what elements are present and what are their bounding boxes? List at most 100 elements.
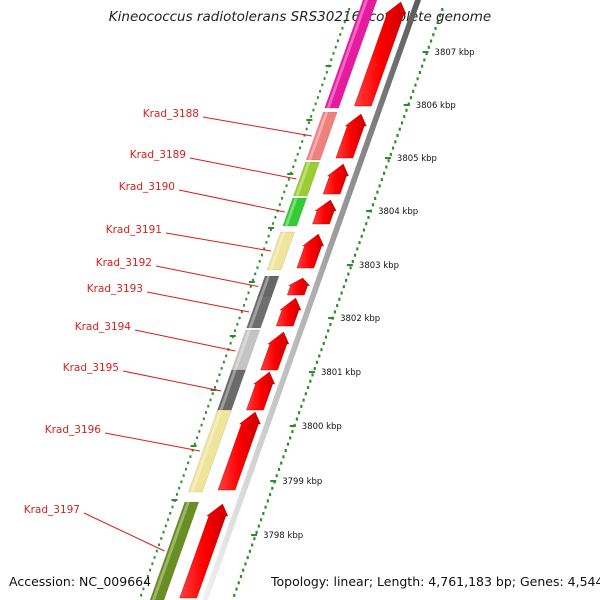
gene-block-highlight bbox=[269, 232, 286, 270]
tick-dot bbox=[304, 392, 307, 396]
tick-dot bbox=[421, 64, 424, 68]
gene-features bbox=[149, 0, 407, 600]
tick-dot bbox=[184, 467, 187, 471]
gene-block[interactable] bbox=[266, 231, 295, 271]
gene-arrow[interactable] bbox=[322, 163, 349, 195]
tick-dot bbox=[330, 58, 333, 61]
tick-dot bbox=[409, 96, 413, 100]
gene-block[interactable] bbox=[149, 501, 200, 600]
tick-dot bbox=[193, 442, 196, 446]
gene-label[interactable]: Krad_3196 bbox=[45, 424, 102, 436]
tick-dot bbox=[200, 423, 203, 427]
tick-dot bbox=[389, 152, 392, 156]
gene-block-highlight bbox=[326, 0, 368, 108]
gene-label[interactable]: Krad_3192 bbox=[96, 257, 152, 269]
gene-block[interactable] bbox=[246, 295, 273, 329]
tick-dot bbox=[178, 486, 181, 490]
tick-dot bbox=[396, 134, 399, 137]
tick-dot bbox=[336, 304, 339, 308]
gene-leader-line bbox=[155, 265, 259, 287]
gene-block-highlight bbox=[284, 198, 298, 226]
tick-dot bbox=[274, 215, 277, 219]
gene-leader-line bbox=[83, 512, 165, 552]
tick-dot bbox=[209, 398, 212, 402]
tick-dot bbox=[344, 278, 348, 282]
tick-label: 3807 kbp bbox=[435, 48, 475, 58]
tick-dot bbox=[340, 291, 343, 295]
gene-label[interactable]: Krad_3189 bbox=[130, 149, 186, 161]
tick-dot bbox=[251, 278, 254, 282]
gene-arrow[interactable] bbox=[246, 371, 275, 411]
gene-arrow[interactable] bbox=[275, 297, 302, 327]
tick-dot bbox=[334, 45, 337, 49]
tick-dot bbox=[412, 89, 415, 93]
gene-arrow[interactable] bbox=[354, 1, 407, 107]
gene-label[interactable]: Krad_3188 bbox=[143, 108, 199, 120]
gene-block[interactable] bbox=[230, 329, 261, 373]
tick-label: 3798 kbp bbox=[263, 531, 303, 541]
gene-block[interactable] bbox=[293, 161, 320, 197]
tick-dot bbox=[418, 71, 421, 74]
tick-dot bbox=[434, 26, 437, 30]
gene-block[interactable] bbox=[324, 0, 378, 109]
gene-arrow[interactable] bbox=[217, 411, 261, 491]
tick-dot bbox=[336, 39, 339, 43]
tick-dot bbox=[295, 417, 298, 421]
gene-arrow[interactable] bbox=[286, 277, 311, 296]
tick-dot bbox=[246, 556, 249, 560]
gene-arrow[interactable] bbox=[335, 113, 367, 159]
tick-dot bbox=[314, 102, 317, 106]
tick-dot bbox=[351, 260, 354, 263]
gene-leader-line bbox=[134, 329, 236, 352]
tick-dot bbox=[282, 455, 285, 459]
tick-dot bbox=[380, 178, 383, 182]
gene-block[interactable] bbox=[187, 409, 232, 493]
tick-dot bbox=[292, 165, 295, 169]
gene-label[interactable]: Krad_3191 bbox=[106, 224, 162, 236]
gene-block[interactable] bbox=[305, 111, 338, 161]
tick-dot bbox=[255, 530, 258, 534]
gene-block-highlight bbox=[259, 276, 271, 297]
tick-dot bbox=[427, 45, 430, 49]
tick-dot bbox=[196, 436, 199, 439]
tick-dot bbox=[160, 537, 163, 540]
gene-label[interactable]: Krad_3190 bbox=[119, 181, 175, 193]
tick-label: 3806 kbp bbox=[416, 101, 456, 111]
tick-dot bbox=[324, 335, 328, 339]
tick-dot bbox=[385, 165, 388, 169]
gene-arrow[interactable] bbox=[179, 503, 229, 599]
tick-dot bbox=[153, 556, 156, 559]
gene-arrow[interactable] bbox=[312, 199, 337, 225]
tick-dot bbox=[265, 241, 268, 244]
gene-leader-line bbox=[165, 232, 271, 252]
tick-dot bbox=[243, 304, 246, 307]
genome-summary: Topology: linear; Length: 4,761,183 bp; … bbox=[271, 574, 600, 589]
tick-dot bbox=[180, 480, 183, 484]
tick-dot bbox=[253, 537, 256, 541]
tick-dot bbox=[298, 411, 301, 415]
gene-arrow[interactable] bbox=[296, 233, 324, 269]
tick-dot bbox=[169, 512, 172, 515]
gene-label[interactable]: Krad_3194 bbox=[75, 321, 132, 333]
tick-dot bbox=[175, 493, 178, 496]
gene-label[interactable]: Krad_3195 bbox=[63, 362, 119, 374]
tick-dot bbox=[240, 310, 243, 313]
tick-dot bbox=[311, 373, 314, 377]
tick-dot bbox=[306, 386, 310, 389]
tick-label: 3802 kbp bbox=[340, 314, 380, 324]
tick-dot bbox=[278, 203, 281, 206]
tick-dot bbox=[222, 360, 225, 364]
tick-dot bbox=[353, 253, 357, 257]
gene-block[interactable] bbox=[282, 197, 308, 227]
tick-dot bbox=[187, 461, 190, 465]
tick-dot bbox=[374, 197, 377, 200]
tick-dot bbox=[262, 512, 265, 515]
gene-label[interactable]: Krad_3197 bbox=[24, 504, 80, 516]
gene-label[interactable]: Krad_3193 bbox=[87, 283, 143, 295]
tick-dot bbox=[345, 14, 348, 17]
tick-dot bbox=[155, 549, 158, 553]
gene-arrow[interactable] bbox=[260, 331, 290, 371]
gene-block[interactable] bbox=[216, 369, 247, 413]
tick-dot bbox=[247, 291, 250, 295]
